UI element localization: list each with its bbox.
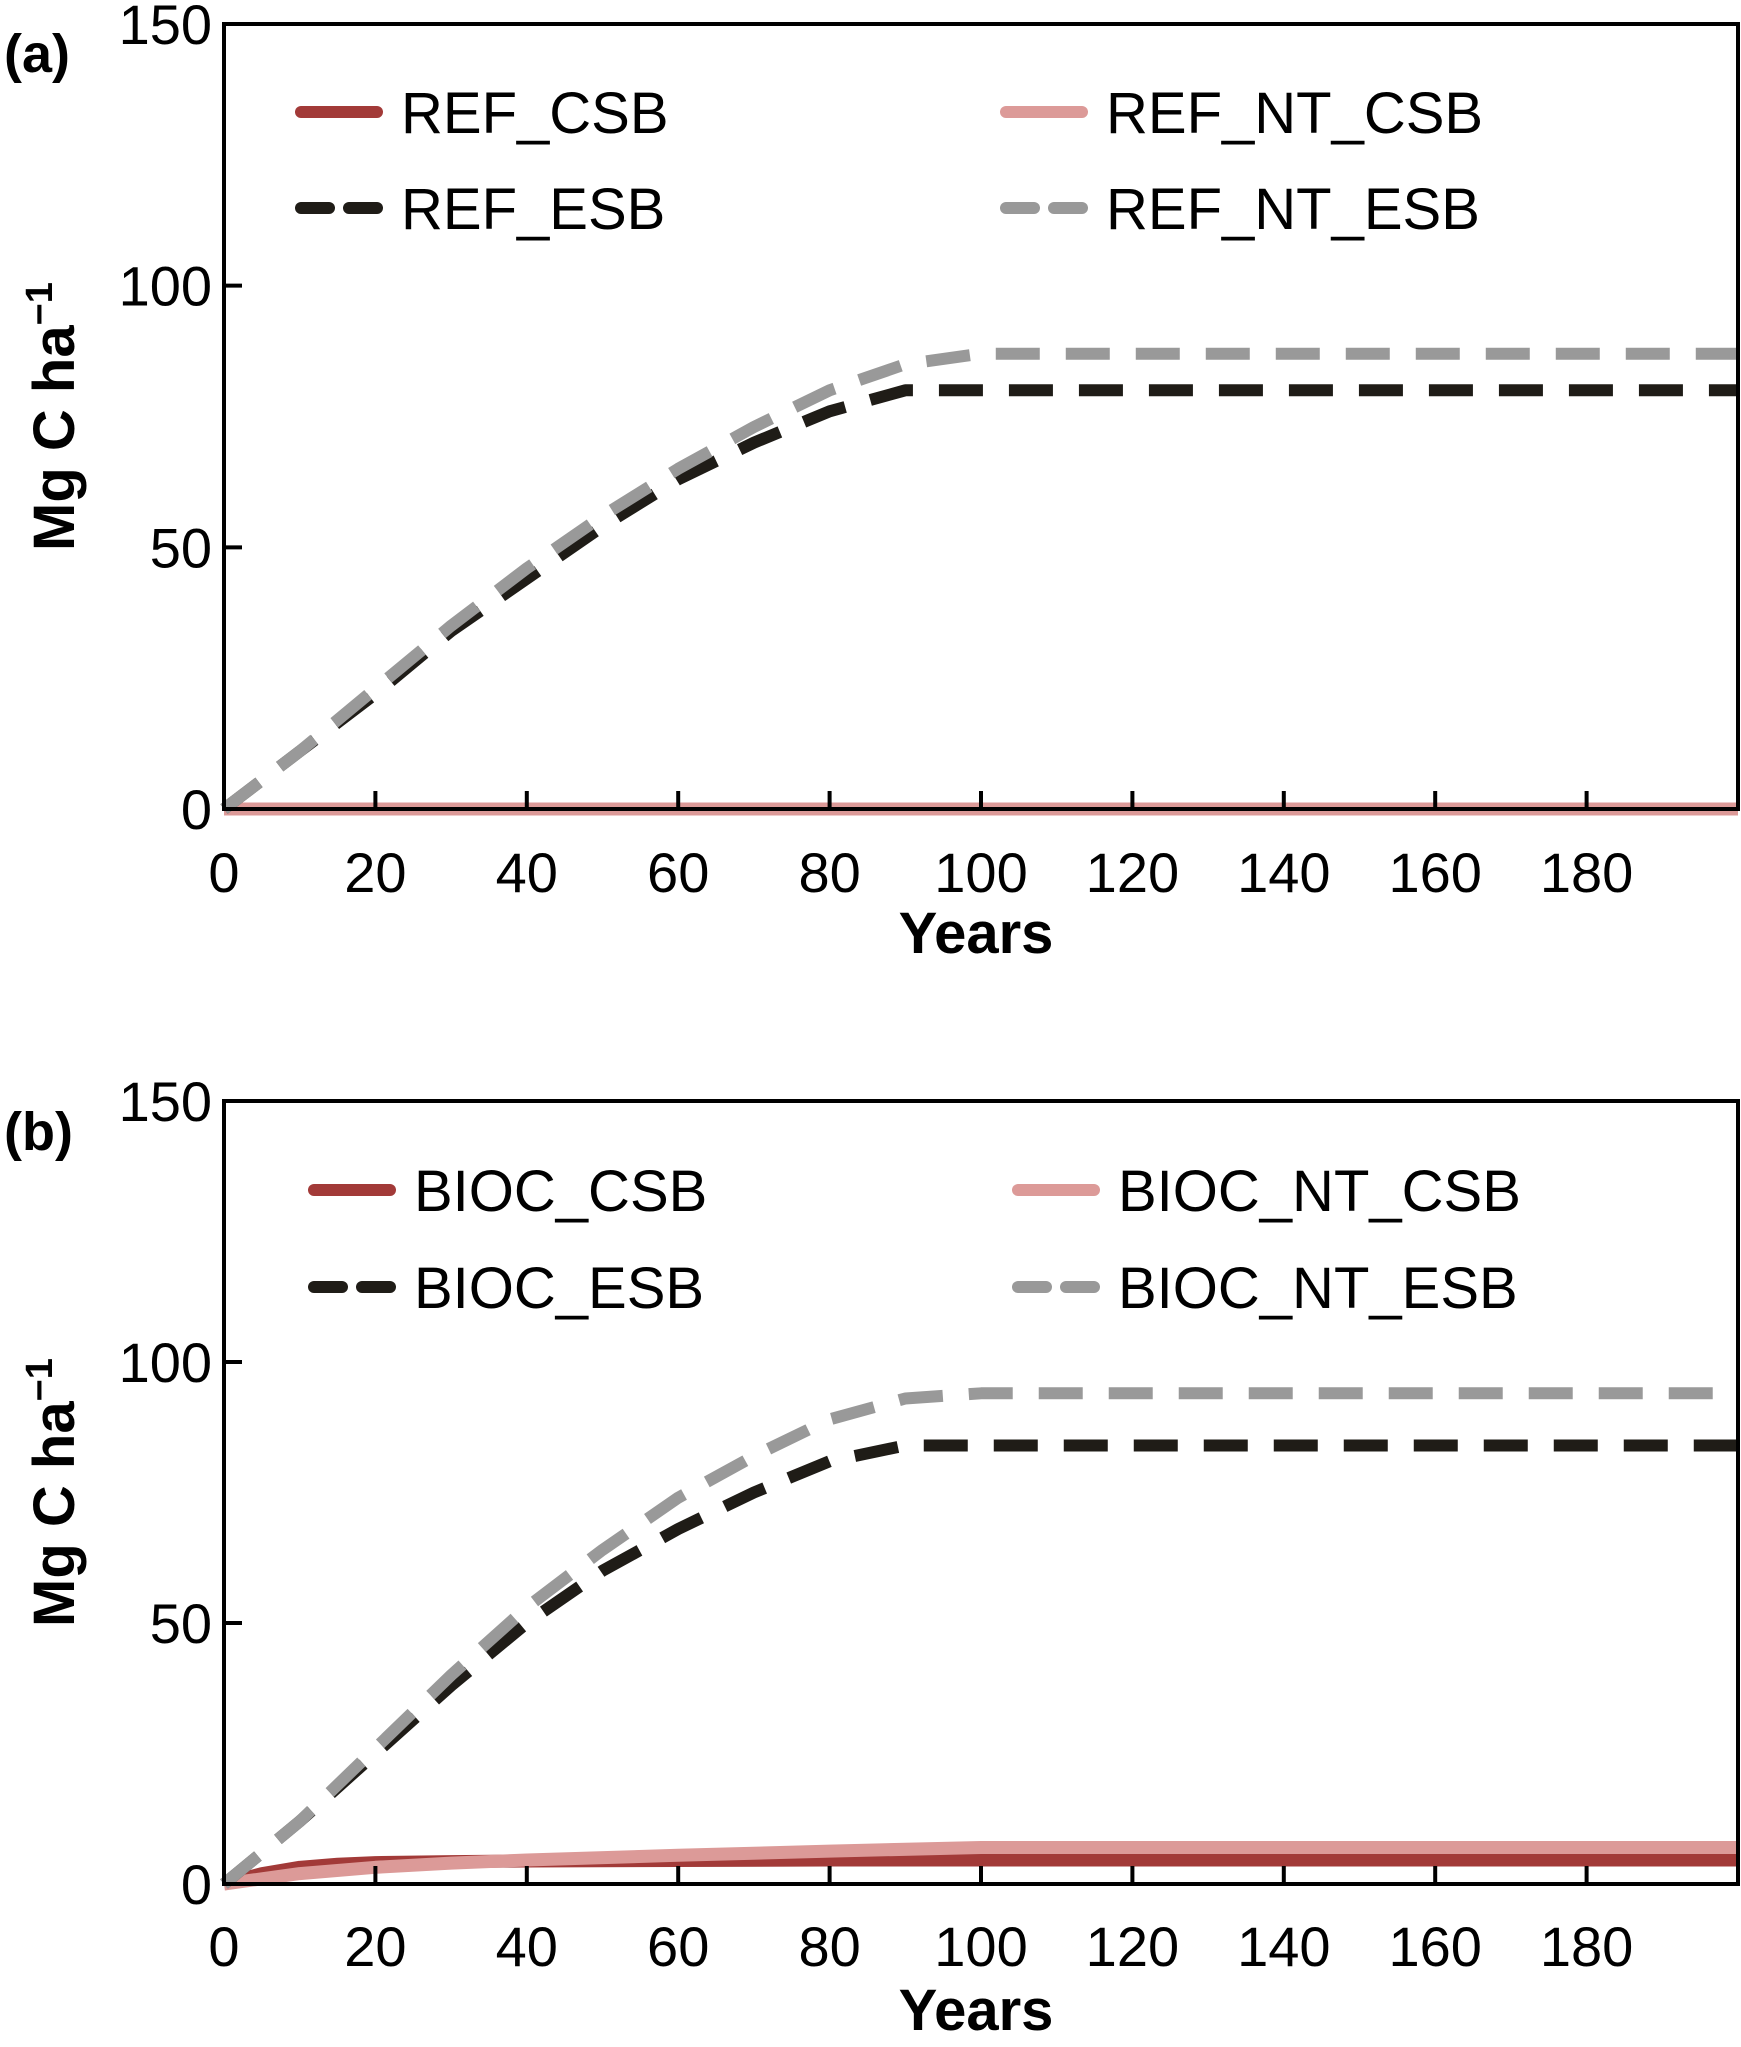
legend-label: REF_CSB: [401, 81, 669, 146]
x-tick-label: 140: [1237, 1915, 1330, 1978]
legend-label: BIOC_NT_CSB: [1118, 1159, 1521, 1224]
legend-label: BIOC_CSB: [414, 1159, 707, 1224]
y-tick-label: 100: [119, 255, 212, 318]
y-tick-label: 150: [119, 1070, 212, 1133]
y-tick-label: 100: [119, 1331, 212, 1394]
y-tick-label: 50: [150, 516, 212, 579]
x-tick-label: 20: [344, 1915, 406, 1978]
y-tick-label: 0: [181, 778, 212, 841]
panel-a: (a) 0 20 40 60 80 100 120 140 160 180 0 50 100 150 Year…: [4, 0, 1740, 966]
panel-label: (b): [4, 1102, 73, 1162]
x-tick-label: 180: [1540, 1915, 1633, 1978]
series-line-bioc-esb: [220, 1439, 1738, 1889]
x-tick-label: 120: [1086, 841, 1179, 904]
x-tick-label: 20: [344, 841, 406, 904]
x-tick-label: 140: [1237, 841, 1330, 904]
series-line-ref-esb: [220, 384, 1738, 814]
x-tick-label: 40: [496, 1915, 558, 1978]
x-axis-title: Years: [899, 901, 1054, 966]
x-tick-label: 60: [647, 841, 709, 904]
panel-b: (b) 0 20 40 60 80 100 120 140 160 180 0 50 100 150 Year…: [4, 1070, 1740, 2043]
x-tick-label: 180: [1540, 841, 1633, 904]
x-tick-label: 80: [798, 841, 860, 904]
series-line-ref-nt-esb: [220, 347, 1738, 814]
y-tick-label: 150: [119, 0, 212, 56]
series-line-bioc-nt-csb: [223, 1841, 1738, 1891]
x-tick-label: 120: [1086, 1915, 1179, 1978]
y-tick-label: 0: [181, 1853, 212, 1916]
legend-label: BIOC_ESB: [414, 1256, 704, 1321]
panel-label: (a): [4, 24, 70, 84]
x-tick-label: 0: [208, 1915, 239, 1978]
y-axis-title: Mg C ha−1: [19, 282, 87, 551]
x-tick-label: 60: [647, 1915, 709, 1978]
x-tick-label: 100: [934, 841, 1027, 904]
x-tick-label: 100: [934, 1915, 1027, 1978]
legend-label: REF_NT_ESB: [1106, 177, 1480, 242]
legend-label: REF_NT_CSB: [1106, 81, 1483, 146]
x-tick-label: 160: [1388, 1915, 1481, 1978]
x-tick-label: 40: [496, 841, 558, 904]
x-tick-label: 0: [208, 841, 239, 904]
y-axis-title: Mg C ha−1: [19, 1358, 87, 1627]
series-line-bioc-nt-esb: [220, 1387, 1738, 1889]
x-axis-title: Years: [899, 1978, 1054, 2043]
legend-label: REF_ESB: [401, 177, 665, 242]
x-tick-label: 80: [798, 1915, 860, 1978]
y-tick-label: 50: [150, 1592, 212, 1655]
x-tick-label: 160: [1388, 841, 1481, 904]
legend-label: BIOC_NT_ESB: [1118, 1256, 1518, 1321]
